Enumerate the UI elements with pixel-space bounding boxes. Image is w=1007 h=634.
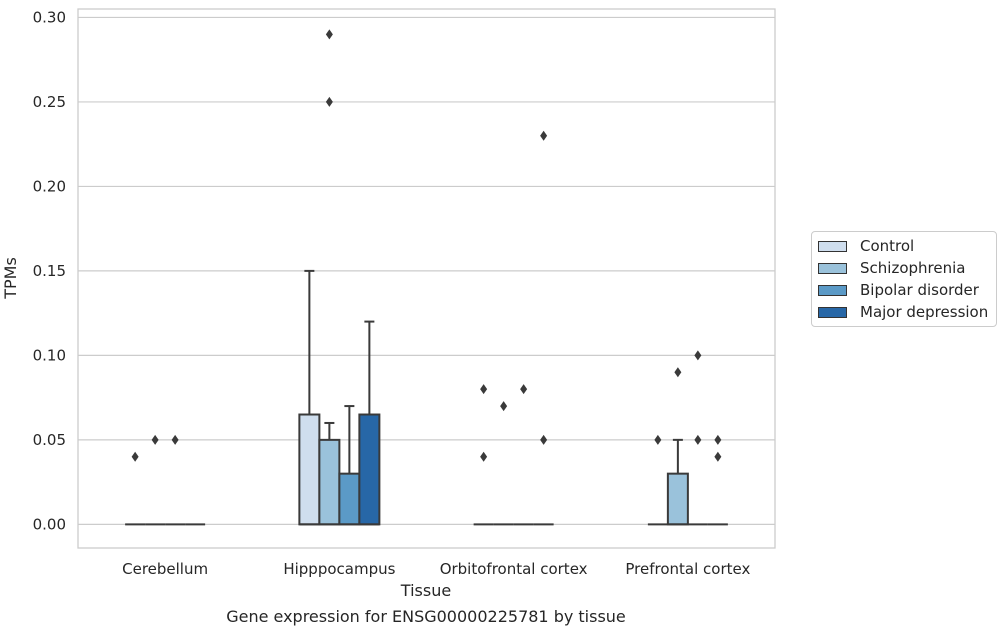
outlier-point [674,367,682,378]
legend-label: Control [860,237,915,255]
outlier-point [325,29,333,40]
legend-item-control: Control [818,235,914,257]
chart-title: Gene expression for ENSG00000225781 by t… [226,607,626,626]
y-tick-label: 0.00 [33,515,66,533]
outlier-point [540,130,548,141]
legend-item-schizophrenia: Schizophrenia [818,257,965,279]
box [338,472,361,526]
x-axis-label: Tissue [400,581,451,600]
box [318,438,341,526]
y-tick-labels: 0.00 0.05 0.10 0.15 0.20 0.25 0.30 [33,8,66,533]
legend: Control Schizophrenia Bipolar disorder M… [811,231,997,327]
y-tick-label: 0.25 [33,93,66,111]
outlier-point [151,434,159,445]
y-tick-label: 0.30 [33,8,66,26]
legend-label: Bipolar disorder [860,281,979,299]
legend-swatch-major-depression [818,306,847,318]
box-1-1 [318,421,341,526]
y-tick-label: 0.20 [33,177,66,195]
x-tick-labels: Cerebellum Hipppocampus Orbitofrontal cort… [122,560,750,578]
outlier-point [171,434,179,445]
outlier-point [500,401,508,412]
box [298,413,321,526]
box-3-1 [358,320,381,526]
outlier-point [520,384,528,395]
legend-swatch-bipolar-disorder [818,284,847,296]
legend-label: Schizophrenia [860,259,966,277]
box-1-3 [666,438,689,526]
box-0-1 [298,269,321,526]
outlier-point [694,350,702,361]
outlier-point [325,96,333,107]
box [666,472,689,526]
outlier-point [540,434,548,445]
box [358,413,381,526]
legend-swatch-schizophrenia [818,262,847,274]
legend-item-bipolar-disorder: Bipolar disorder [818,279,979,301]
y-tick-label: 0.10 [33,346,66,364]
y-tick-label: 0.15 [33,262,66,280]
x-tick-label: Orbitofrontal cortex [440,560,588,578]
outlier-point [714,451,722,462]
legend-swatch-control [818,240,847,252]
outlier-point [480,384,488,395]
legend-item-major-depression: Major depression [818,301,988,323]
legend-label: Major depression [860,303,989,321]
x-tick-label: Hipppocampus [283,560,395,578]
box-plots [125,269,728,526]
outlier-point [131,451,139,462]
outlier-point [694,434,702,445]
x-tick-label: Prefrontal cortex [625,560,750,578]
x-tick-label: Cerebellum [122,560,208,578]
outlier-points [131,29,722,462]
box-2-1 [338,405,361,526]
y-tick-label: 0.05 [33,431,66,449]
outlier-point [654,434,662,445]
gridlines [78,16,775,525]
y-axis-label: TPMs [1,257,20,300]
plot-area-frame [77,8,776,549]
outlier-point [714,434,722,445]
outlier-point [480,451,488,462]
